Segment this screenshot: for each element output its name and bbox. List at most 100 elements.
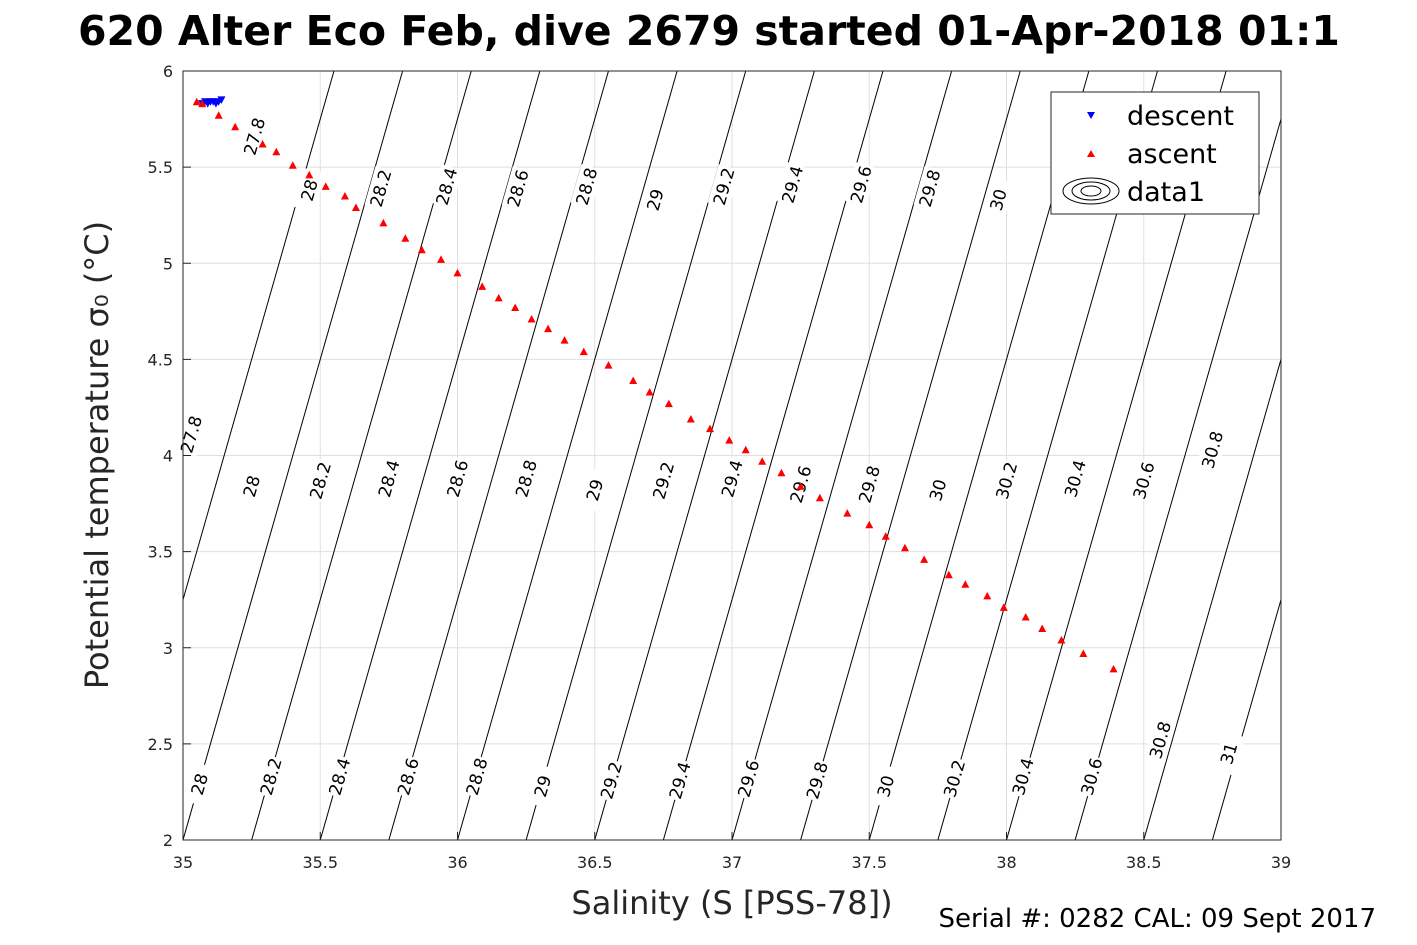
ascent-point: [1057, 636, 1066, 644]
contour-label-bg: [460, 754, 493, 799]
ascent-point: [815, 493, 824, 502]
contour-label-bg: [510, 456, 543, 501]
legend-ascent-marker: [1087, 150, 1095, 157]
contour-label-bg: [595, 758, 628, 803]
x-axis-ticks: 35 35.5 36 36.5 37 37.5 38 38.5 39: [173, 832, 1291, 872]
density-contour-line: [183, 71, 404, 840]
contour-label-bg: [921, 467, 954, 513]
y-tick-label: 6: [163, 62, 173, 81]
x-tick-label: 36.5: [577, 853, 613, 872]
contour-label-bg: [501, 166, 534, 211]
ascent-point: [900, 543, 909, 552]
legend-data1-label: data1: [1127, 177, 1205, 208]
ascent-point: [983, 591, 992, 600]
contour-label-bg: [938, 756, 971, 801]
density-contour-line: [1350, 71, 1417, 840]
ascent-point: [758, 457, 767, 465]
ascent-point: [544, 324, 553, 333]
ascent-point: [961, 580, 970, 588]
ascent-point: [478, 282, 487, 290]
contour-label-bg: [323, 754, 356, 799]
ascent-point: [865, 520, 874, 529]
ascent-point: [999, 603, 1008, 611]
contour-label-bg: [526, 763, 559, 809]
ascent-point: [1109, 664, 1118, 673]
x-tick-label: 39: [1271, 853, 1291, 872]
contour-label-bg: [304, 458, 337, 503]
contour-label-bg: [776, 162, 809, 207]
contour-label-bg: [430, 164, 463, 209]
ascent-point: [305, 170, 314, 179]
contour-label-bg: [372, 456, 405, 501]
y-axis-ticks: 2 2.5 3 3.5 4 4.5 5 5.5 6: [148, 62, 191, 850]
contour-label-bg: [235, 464, 268, 509]
ascent-point: [288, 161, 297, 169]
ascent-point: [417, 245, 426, 254]
ascent-point: [843, 509, 852, 517]
ascent-point: [796, 482, 805, 490]
contour-label-bg: [715, 456, 749, 501]
contour-label-bg: [913, 166, 946, 211]
ascent-point: [437, 255, 446, 263]
contour-label-bg: [1196, 427, 1229, 472]
ascent-point: [340, 191, 349, 200]
x-axis-label: Salinity (S [PSS-78]): [571, 884, 892, 922]
ascent-point: [881, 532, 890, 540]
ascent-point: [351, 203, 360, 211]
x-tick-label: 38.5: [1126, 853, 1162, 872]
contour-label-bg: [293, 167, 326, 213]
ascent-point: [725, 436, 734, 444]
contour-label-bg: [647, 458, 680, 503]
y-tick-label: 2: [163, 831, 173, 850]
contour-label-bg: [570, 164, 603, 209]
ascent-point: [453, 268, 462, 277]
ascent-point: [511, 303, 520, 311]
contour-label-bg: [801, 758, 834, 803]
contour-label-bg: [1006, 754, 1040, 799]
y-tick-label: 3.5: [148, 543, 173, 562]
ascent-point: [706, 424, 715, 433]
legend-descent-marker: [1087, 112, 1095, 119]
x-tick-label: 35.5: [302, 853, 338, 872]
serial-calibration-note: Serial #: 0282 CAL: 09 Sept 2017: [938, 904, 1376, 934]
ascent-point: [258, 140, 267, 148]
density-contour-line: [1143, 357, 1281, 840]
density-contour-line: [457, 71, 678, 840]
x-tick-label: 37.5: [851, 853, 887, 872]
ascent-point: [231, 122, 240, 131]
contour-label-bg: [441, 456, 474, 501]
ascent-series: [192, 97, 1118, 673]
contour-label-bg: [1059, 456, 1092, 501]
ascent-point: [920, 555, 929, 563]
ascent-point: [629, 376, 638, 385]
density-contour-line: [319, 71, 541, 840]
y-tick-label: 5.5: [148, 158, 173, 177]
ascent-point: [686, 414, 695, 423]
ascent-point: [777, 468, 786, 477]
contour-label-bg: [990, 458, 1023, 503]
y-tick-label: 4: [163, 447, 173, 466]
ascent-point: [198, 99, 207, 108]
y-tick-label: 4.5: [148, 350, 173, 369]
ascent-point: [272, 147, 281, 156]
y-tick-label: 5: [163, 254, 173, 273]
legend-ascent-label: ascent: [1127, 139, 1217, 170]
ascent-point: [1079, 649, 1088, 658]
contour-label-bg: [853, 462, 886, 507]
y-tick-label: 3: [163, 639, 173, 658]
x-tick-label: 35: [173, 853, 193, 872]
contour-label-bg: [578, 467, 611, 513]
legend-descent-label: descent: [1127, 101, 1234, 132]
ascent-point: [645, 388, 654, 396]
y-tick-label: 2.5: [148, 735, 173, 754]
x-tick-label: 38: [996, 853, 1016, 872]
ascent-point: [664, 399, 673, 408]
ascent-point: [192, 97, 201, 106]
contour-label-bg: [982, 177, 1015, 223]
ascent-point: [604, 361, 613, 369]
contour-label-bg: [1212, 731, 1245, 776]
ascent-point: [321, 182, 330, 190]
density-contour-line: [800, 71, 1021, 840]
contour-label-bg: [183, 761, 216, 807]
